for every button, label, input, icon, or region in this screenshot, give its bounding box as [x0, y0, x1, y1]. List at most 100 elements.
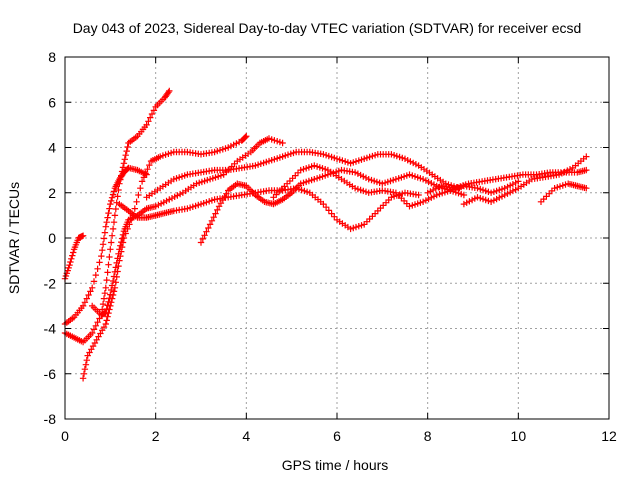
data-point [311, 176, 318, 183]
data-point [112, 205, 119, 213]
data-point [102, 309, 109, 316]
data-point [176, 174, 183, 181]
data-point [435, 184, 442, 191]
y-tick-label: 4 [48, 140, 56, 156]
data-point [102, 223, 109, 230]
data-point [297, 166, 304, 174]
x-axis-label: GPS time / hours [282, 457, 389, 473]
x-tick-label: 8 [424, 428, 432, 444]
data-point [583, 185, 590, 192]
y-tick-label: -6 [44, 366, 57, 382]
data-point [297, 180, 304, 187]
data-point [393, 152, 400, 160]
data-point [214, 206, 221, 214]
data-point [108, 194, 116, 201]
data-point [66, 261, 73, 269]
data-point [109, 277, 117, 285]
data-point [110, 188, 118, 195]
data-point [83, 295, 90, 302]
data-point [208, 217, 216, 224]
data-point [352, 223, 360, 231]
data-point [121, 156, 128, 163]
data-point [206, 221, 214, 228]
data-point [212, 210, 219, 217]
x-tick-label: 2 [152, 428, 160, 444]
data-point [89, 329, 96, 337]
data-point [210, 214, 217, 221]
data-point [140, 174, 148, 181]
y-tick-label: 0 [48, 230, 56, 246]
data-point [110, 219, 118, 226]
data-point [79, 302, 87, 310]
data-point [137, 185, 144, 192]
data-point [165, 89, 172, 96]
data-point [197, 239, 205, 246]
data-point [80, 370, 88, 377]
data-point [203, 228, 210, 235]
data-point [150, 107, 158, 114]
data-point [243, 133, 250, 140]
data-point [106, 295, 113, 302]
data-point [104, 214, 111, 221]
data-point [122, 152, 129, 159]
data-point [487, 198, 495, 205]
data-point [114, 193, 121, 200]
data-point [415, 191, 422, 199]
data-point [298, 186, 305, 194]
data-point [70, 249, 77, 256]
data-point [203, 199, 210, 206]
data-point [487, 189, 495, 196]
y-axis: -8 -6 -4 -2 0 2 4 6 8 [44, 49, 609, 427]
data-point [106, 253, 113, 261]
grid-lines [65, 57, 609, 419]
data-point [143, 121, 150, 129]
data-point [118, 168, 126, 175]
x-tick-label: 4 [242, 428, 250, 444]
data-point [116, 180, 123, 187]
y-tick-label: -8 [44, 411, 57, 427]
data-point [147, 114, 154, 121]
data-point [105, 261, 112, 268]
data-point [311, 162, 318, 169]
data-point [90, 326, 98, 333]
series-track-11 [460, 153, 590, 208]
data-point [81, 299, 89, 306]
data-point [176, 190, 184, 198]
data-point [99, 300, 107, 308]
data-point [433, 191, 440, 199]
data-point [501, 185, 508, 192]
data-point [109, 191, 117, 198]
data-point [79, 232, 87, 239]
data-point [101, 290, 109, 297]
data-point [114, 255, 121, 262]
x-axis: 0 2 4 6 8 10 12 [61, 57, 617, 444]
data-point [366, 153, 373, 161]
data-point [110, 288, 118, 295]
data-point [230, 141, 237, 148]
data-point [118, 238, 125, 246]
data-point [96, 259, 103, 266]
data-point [99, 241, 107, 248]
data-point [111, 268, 119, 276]
y-tick-label: 6 [48, 94, 56, 110]
data-point [325, 207, 332, 214]
data-point [103, 317, 110, 324]
data-point [103, 305, 110, 313]
data-point [100, 295, 108, 302]
data-point [105, 209, 112, 217]
data-point [94, 265, 101, 272]
data-point [339, 157, 346, 164]
data-point [351, 169, 359, 176]
data-point [89, 284, 96, 291]
y-tick-label: -2 [44, 275, 57, 291]
data-point [407, 158, 414, 165]
x-tick-label: 12 [601, 428, 617, 444]
data-point [99, 247, 106, 254]
data-point [556, 183, 564, 190]
x-tick-label: 10 [511, 428, 527, 444]
data-point [284, 151, 292, 158]
data-point [103, 219, 110, 226]
data-point [102, 284, 109, 291]
